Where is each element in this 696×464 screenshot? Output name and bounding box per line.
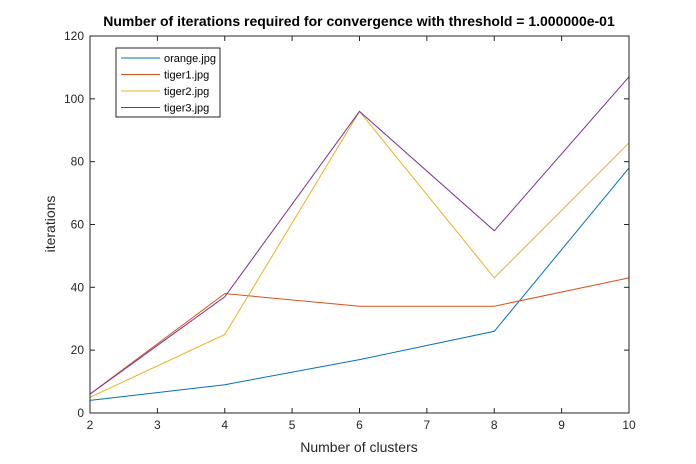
series-layer xyxy=(89,76,630,401)
x-tick-label: 2 xyxy=(87,418,94,432)
x-axis-label: Number of clusters xyxy=(300,439,417,455)
series-line-4 xyxy=(89,76,630,395)
x-tick-label: 8 xyxy=(491,418,498,432)
y-tick-label: 20 xyxy=(71,343,85,357)
y-tick-label: 100 xyxy=(64,92,84,106)
x-tick-label: 9 xyxy=(558,418,565,432)
legend: orange.jpg tiger1.jpg tiger2.jpg tiger3.jpg xyxy=(115,47,221,118)
x-tick-label: 10 xyxy=(622,418,636,432)
legend-label-1: orange.jpg xyxy=(164,53,216,65)
x-tick-label: 5 xyxy=(289,418,296,432)
x-tick-label: 6 xyxy=(356,418,363,432)
y-axis-label: iterations xyxy=(42,196,58,253)
series-line-1 xyxy=(89,167,630,401)
x-tick-label: 3 xyxy=(154,418,161,432)
y-tick-label: 120 xyxy=(64,29,84,43)
chart-title: Number of iterations required for conver… xyxy=(103,13,615,29)
y-tick-label: 40 xyxy=(71,280,85,294)
legend-box xyxy=(115,47,221,118)
x-tick-label: 7 xyxy=(424,418,431,432)
legend-label-3: tiger2.jpg xyxy=(164,86,209,98)
y-tick-label: 60 xyxy=(71,218,85,232)
y-tick-label: 80 xyxy=(71,155,85,169)
x-tick-label: 4 xyxy=(221,418,228,432)
legend-label-4: tiger3.jpg xyxy=(164,103,209,115)
series-line-2 xyxy=(89,277,630,395)
y-tick-label: 0 xyxy=(77,406,84,420)
legend-label-2: tiger1.jpg xyxy=(164,70,209,82)
